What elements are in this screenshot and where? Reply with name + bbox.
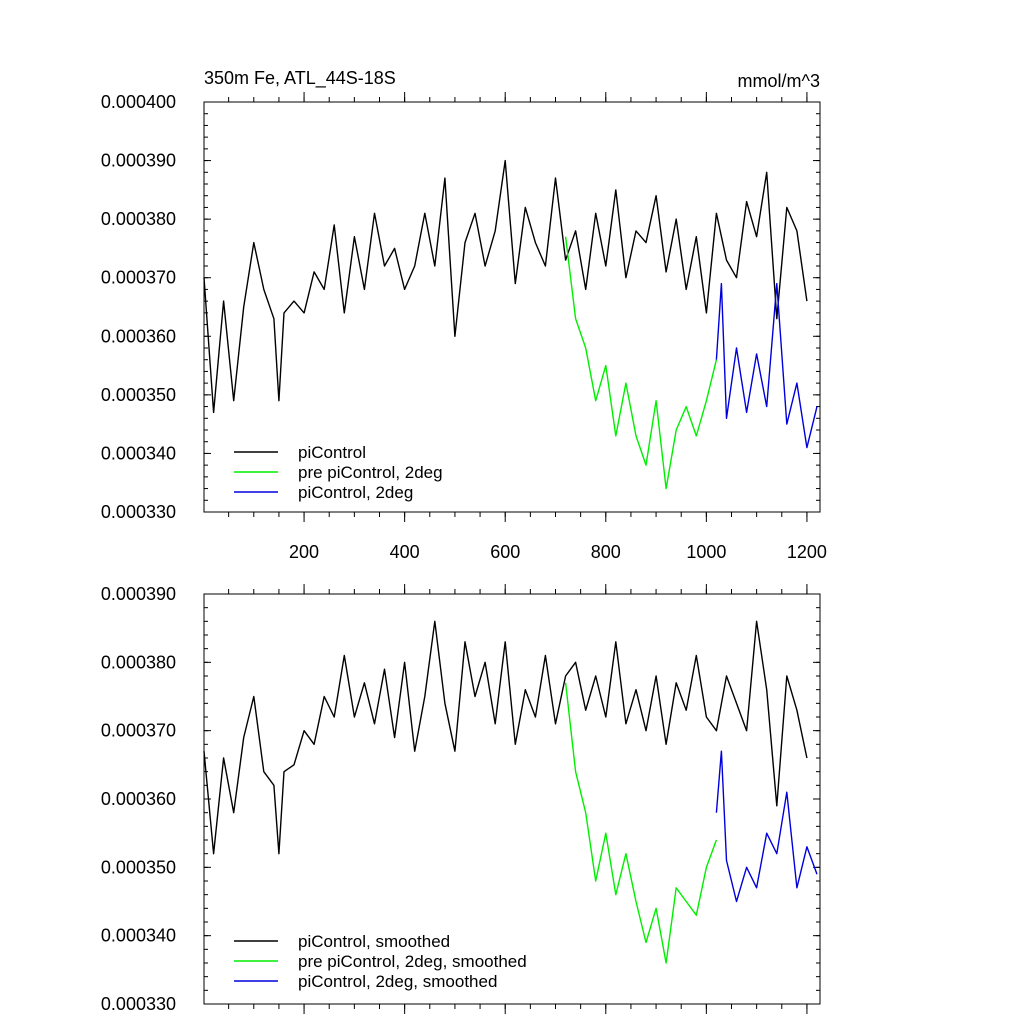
series-group (203, 159, 818, 490)
y-tick-label: 0.000360 (101, 326, 176, 346)
axis-ticks (204, 92, 820, 522)
series-line-picontrol-2deg-smoothed (715, 750, 818, 903)
units-label: mmol/m^3 (738, 71, 820, 91)
series-line-picontrol-2deg (715, 282, 818, 449)
y-tick-label: 0.000350 (101, 857, 176, 877)
legend-label-picontrol-2deg: piControl, 2deg (298, 483, 413, 502)
series-line-pre-picontrol-2deg-smoothed (564, 682, 718, 964)
x-axis: 200 400 600 800 1000 1200 (289, 542, 827, 562)
chart-title: 350m Fe, ATL_44S-18S (204, 68, 396, 89)
series-line-picontrol-smoothed (203, 620, 808, 855)
y-tick-label: 0.000370 (101, 268, 176, 288)
legend: piControl pre piControl, 2deg piControl,… (234, 443, 443, 502)
y-tick-label: 0.000350 (101, 385, 176, 405)
y-tick-label: 0.000370 (101, 721, 176, 741)
y-tick-label: 0.000400 (101, 92, 176, 112)
legend-label-picontrol-smoothed: piControl, smoothed (298, 932, 450, 951)
y-tick-label: 0.000340 (101, 443, 176, 463)
series-line-picontrol (203, 159, 808, 414)
x-tick-label: 400 (390, 542, 420, 562)
series-line-pre-picontrol-2deg (564, 236, 718, 490)
y-tick-label: 0.000390 (101, 151, 176, 171)
bottom-panel: 0.000390 0.000380 0.000370 0.000360 0.000350… (101, 584, 821, 1014)
y-tick-label: 0.000330 (101, 994, 176, 1014)
y-tick-label: 0.000390 (101, 584, 176, 604)
y-tick-label: 0.000380 (101, 209, 176, 229)
x-tick-label: 800 (591, 542, 621, 562)
axis-ticks (204, 584, 820, 1014)
y-axis: 0.000400 0.000390 0.000380 0.000370 0.000360… (101, 92, 176, 522)
x-tick-label: 200 (289, 542, 319, 562)
plot-frame (203, 101, 821, 513)
x-tick-label: 600 (490, 542, 520, 562)
plot-frame (203, 593, 821, 1005)
legend-label-pre-picontrol-2deg: pre piControl, 2deg (298, 463, 443, 482)
y-tick-label: 0.000330 (101, 502, 176, 522)
y-tick-label: 0.000360 (101, 789, 176, 809)
legend: piControl, smoothed pre piControl, 2deg,… (234, 932, 527, 991)
x-tick-label: 1200 (787, 542, 827, 562)
legend-label-picontrol: piControl (298, 443, 366, 462)
series-group (203, 620, 818, 964)
y-axis: 0.000390 0.000380 0.000370 0.000360 0.000350… (101, 584, 176, 1014)
x-tick-label: 1000 (686, 542, 726, 562)
y-tick-label: 0.000380 (101, 652, 176, 672)
top-panel: 350m Fe, ATL_44S-18S mmol/m^3 0.0004000.… (101, 68, 827, 562)
legend-label-picontrol-2deg-smoothed: piControl, 2deg, smoothed (298, 972, 497, 991)
legend-label-pre-picontrol-2deg-smoothed: pre piControl, 2deg, smoothed (298, 952, 527, 971)
y-tick-label: 0.000340 (101, 926, 176, 946)
